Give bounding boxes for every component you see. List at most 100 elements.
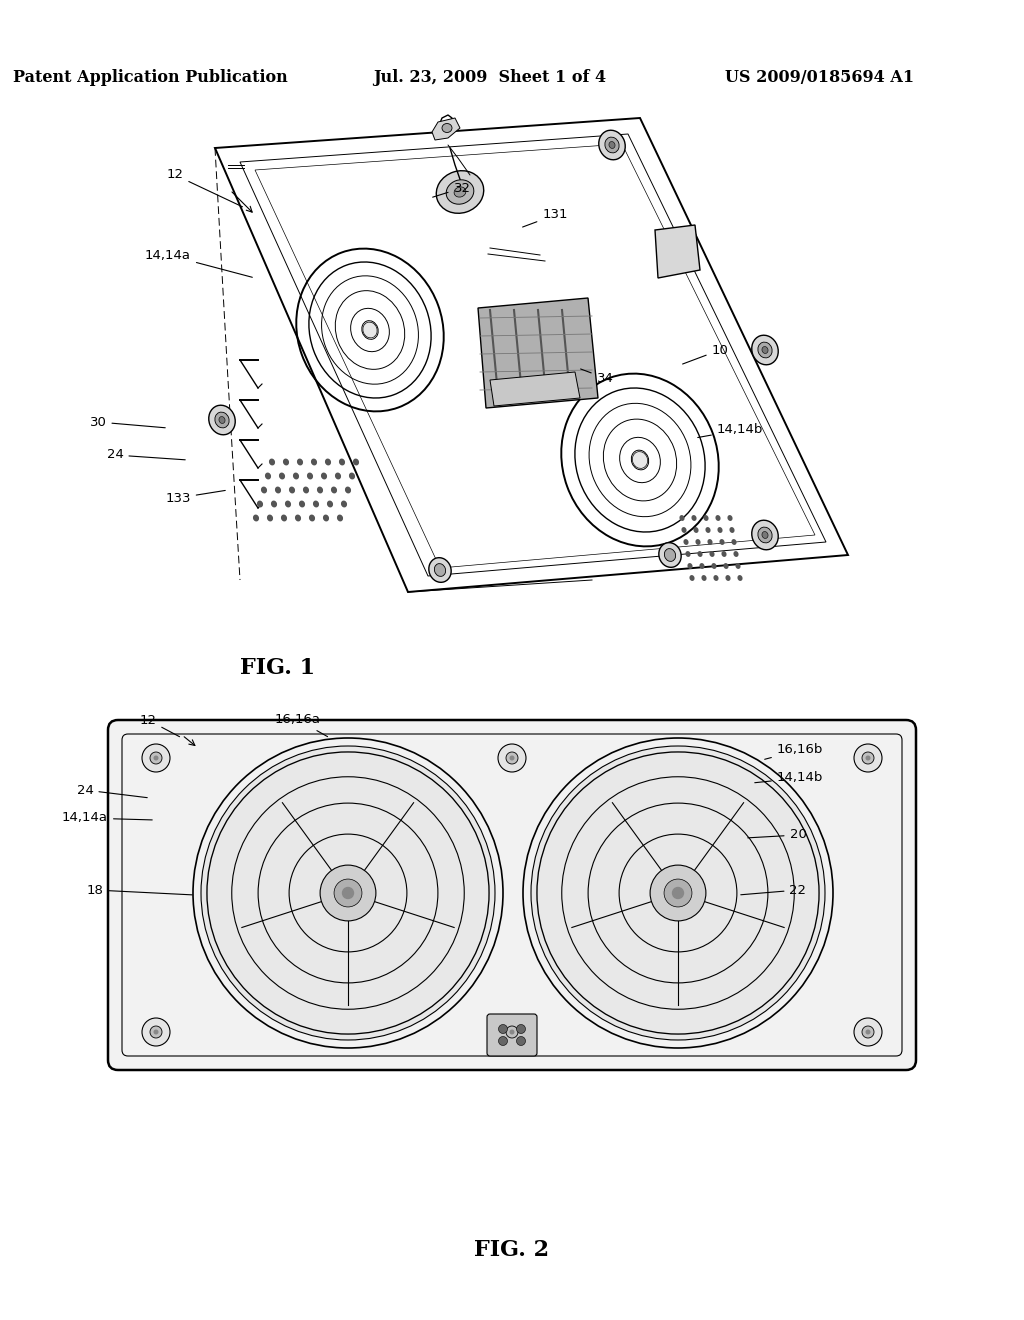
- Ellipse shape: [353, 458, 359, 466]
- Circle shape: [510, 1030, 514, 1035]
- Ellipse shape: [429, 557, 452, 582]
- Ellipse shape: [658, 543, 681, 568]
- Circle shape: [150, 752, 162, 764]
- Circle shape: [516, 1024, 525, 1034]
- Ellipse shape: [685, 550, 690, 557]
- Ellipse shape: [257, 500, 263, 507]
- Circle shape: [342, 887, 354, 899]
- Ellipse shape: [695, 539, 700, 545]
- Ellipse shape: [605, 137, 620, 153]
- Circle shape: [650, 865, 706, 921]
- Ellipse shape: [758, 527, 772, 543]
- Ellipse shape: [689, 576, 694, 581]
- Ellipse shape: [327, 500, 333, 507]
- Ellipse shape: [309, 515, 315, 521]
- Ellipse shape: [261, 487, 267, 494]
- Text: 12: 12: [139, 714, 179, 737]
- Polygon shape: [478, 298, 598, 408]
- Circle shape: [531, 746, 825, 1040]
- Ellipse shape: [683, 539, 688, 545]
- Ellipse shape: [293, 473, 299, 479]
- Ellipse shape: [345, 487, 351, 494]
- Text: Patent Application Publication: Patent Application Publication: [12, 70, 288, 87]
- Circle shape: [865, 1030, 870, 1035]
- Ellipse shape: [681, 527, 686, 533]
- Text: 34: 34: [581, 370, 613, 384]
- Text: 32: 32: [433, 181, 470, 197]
- Ellipse shape: [285, 500, 291, 507]
- Ellipse shape: [209, 405, 236, 434]
- Ellipse shape: [267, 515, 273, 521]
- Ellipse shape: [299, 500, 305, 507]
- Text: 14,14b: 14,14b: [755, 771, 823, 784]
- Ellipse shape: [720, 539, 725, 545]
- FancyBboxPatch shape: [487, 1014, 537, 1056]
- Circle shape: [154, 1030, 159, 1035]
- Ellipse shape: [729, 527, 734, 533]
- Ellipse shape: [722, 550, 727, 557]
- Text: US 2009/0185694 A1: US 2009/0185694 A1: [725, 70, 914, 87]
- Polygon shape: [490, 372, 580, 407]
- Ellipse shape: [725, 576, 730, 581]
- Ellipse shape: [727, 515, 732, 521]
- Ellipse shape: [434, 564, 445, 577]
- Ellipse shape: [303, 487, 309, 494]
- Ellipse shape: [609, 141, 615, 148]
- Ellipse shape: [680, 515, 685, 521]
- Ellipse shape: [281, 515, 287, 521]
- Ellipse shape: [274, 487, 281, 494]
- FancyBboxPatch shape: [108, 719, 916, 1071]
- Polygon shape: [432, 117, 460, 140]
- Text: 24: 24: [106, 449, 185, 462]
- Ellipse shape: [341, 500, 347, 507]
- Circle shape: [334, 879, 361, 907]
- Text: 16,16a: 16,16a: [275, 714, 328, 737]
- Ellipse shape: [723, 564, 728, 569]
- Ellipse shape: [733, 550, 738, 557]
- Circle shape: [154, 755, 159, 760]
- Text: 30: 30: [89, 416, 165, 429]
- Text: 24: 24: [77, 784, 147, 797]
- Ellipse shape: [701, 576, 707, 581]
- Ellipse shape: [307, 473, 313, 479]
- Ellipse shape: [446, 180, 474, 205]
- Ellipse shape: [442, 124, 452, 132]
- Text: FIG. 2: FIG. 2: [474, 1239, 550, 1261]
- Polygon shape: [655, 224, 700, 279]
- Ellipse shape: [718, 527, 723, 533]
- Circle shape: [142, 1018, 170, 1045]
- Ellipse shape: [335, 473, 341, 479]
- Circle shape: [865, 755, 870, 760]
- Text: 14,14a: 14,14a: [145, 248, 252, 277]
- Circle shape: [506, 752, 518, 764]
- Ellipse shape: [436, 170, 483, 214]
- Ellipse shape: [687, 564, 692, 569]
- Circle shape: [498, 1018, 526, 1045]
- Text: FIG. 1: FIG. 1: [241, 657, 315, 678]
- Circle shape: [499, 1036, 508, 1045]
- Ellipse shape: [271, 500, 278, 507]
- Circle shape: [506, 1026, 518, 1038]
- Circle shape: [862, 1026, 874, 1038]
- Ellipse shape: [311, 458, 317, 466]
- Ellipse shape: [331, 487, 337, 494]
- Ellipse shape: [253, 515, 259, 521]
- Text: 16,16b: 16,16b: [765, 743, 823, 759]
- Ellipse shape: [708, 539, 713, 545]
- Ellipse shape: [699, 564, 705, 569]
- Ellipse shape: [703, 515, 709, 521]
- Circle shape: [672, 887, 684, 899]
- Ellipse shape: [691, 515, 696, 521]
- Circle shape: [510, 755, 514, 760]
- Ellipse shape: [633, 451, 647, 469]
- Ellipse shape: [762, 532, 768, 539]
- Ellipse shape: [283, 458, 289, 466]
- Ellipse shape: [737, 576, 742, 581]
- Ellipse shape: [289, 487, 295, 494]
- Ellipse shape: [219, 417, 225, 424]
- Ellipse shape: [297, 458, 303, 466]
- Ellipse shape: [337, 515, 343, 521]
- Circle shape: [854, 1018, 882, 1045]
- Ellipse shape: [317, 487, 323, 494]
- Ellipse shape: [215, 412, 229, 428]
